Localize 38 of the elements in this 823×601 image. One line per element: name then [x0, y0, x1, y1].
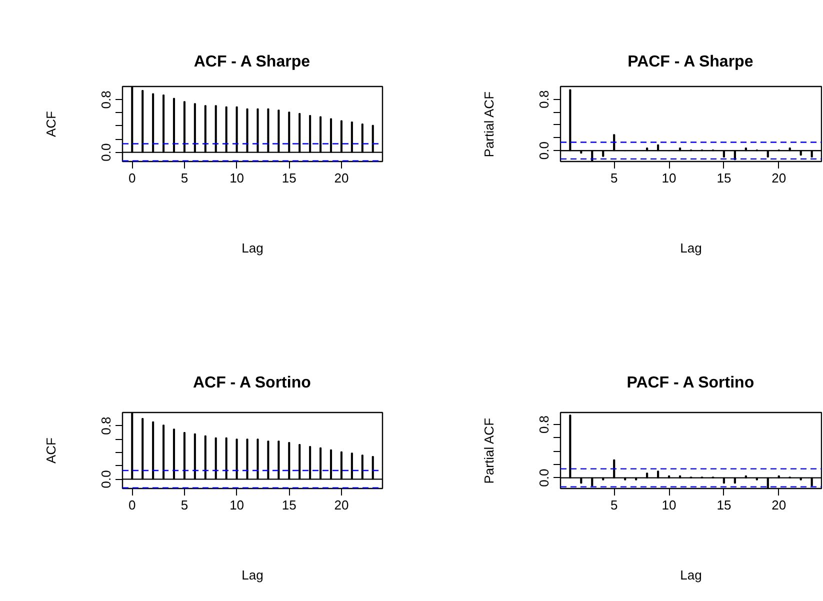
x-tick-label: 20 — [334, 170, 349, 186]
x-tick-label: 15 — [282, 498, 296, 512]
y-tick-label: 0.8 — [536, 90, 552, 108]
x-tick-label: 5 — [610, 170, 618, 186]
x-tick-label: 10 — [230, 498, 244, 512]
y-tick-label: 0.0 — [536, 468, 552, 487]
y-tick-label: 0.0 — [536, 142, 552, 160]
x-tick-label: 15 — [716, 170, 732, 186]
y-axis-title: ACF — [44, 437, 58, 464]
y-tick-label: 0.8 — [536, 415, 552, 434]
y-tick-label: 0.8 — [98, 90, 114, 109]
x-tick-label: 20 — [772, 170, 786, 186]
y-tick-label: 0.0 — [98, 143, 114, 162]
x-tick-label: 0 — [128, 170, 136, 186]
chart-title: ACF - A Sortino — [192, 374, 312, 392]
x-tick-label: 15 — [716, 498, 732, 512]
x-tick-label: 10 — [662, 170, 676, 186]
y-axis-title: ACF — [44, 110, 58, 137]
x-tick-label: 20 — [334, 498, 349, 512]
x-tick-label: 10 — [662, 498, 676, 512]
y-tick-label: 0.8 — [98, 416, 114, 435]
x-tick-label: 20 — [772, 498, 786, 512]
x-axis-title: Lag — [242, 240, 264, 256]
chart-title: PACF - A Sharpe — [628, 54, 754, 70]
x-tick-label: 5 — [180, 170, 188, 186]
y-tick-label: 0.0 — [98, 470, 114, 488]
x-tick-label: 10 — [230, 170, 244, 186]
x-axis-title: Lag — [242, 568, 264, 582]
chart-title: ACF - A Sharpe — [194, 54, 310, 70]
x-tick-label: 0 — [128, 498, 136, 512]
x-tick-label: 5 — [610, 498, 618, 512]
chart-title: PACF - A Sortino — [626, 374, 754, 392]
y-axis-title: Partial ACF — [482, 418, 496, 484]
x-tick-label: 5 — [180, 498, 188, 512]
y-axis-title: Partial ACF — [482, 91, 496, 158]
x-tick-label: 15 — [282, 170, 296, 186]
x-axis-title: Lag — [680, 568, 702, 582]
x-axis-title: Lag — [680, 240, 702, 256]
